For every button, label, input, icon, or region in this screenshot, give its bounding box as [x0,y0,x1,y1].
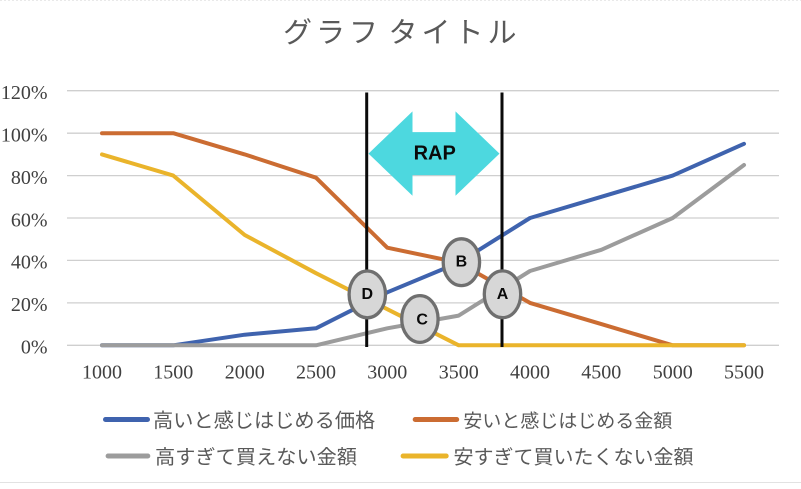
svg-text:3500: 3500 [439,362,479,384]
svg-text:2000: 2000 [225,362,265,384]
svg-text:5500: 5500 [724,362,764,384]
svg-text:1500: 1500 [153,362,193,384]
svg-text:1000: 1000 [82,362,122,384]
svg-text:60%: 60% [11,209,48,231]
svg-text:0%: 0% [21,337,48,359]
svg-text:3000: 3000 [367,362,407,384]
svg-text:5000: 5000 [653,362,693,384]
svg-text:B: B [456,254,468,271]
svg-text:4500: 4500 [581,362,621,384]
svg-text:20%: 20% [11,294,48,316]
svg-text:RAP: RAP [414,143,456,165]
svg-text:C: C [416,312,428,329]
svg-text:A: A [497,286,509,303]
svg-text:D: D [362,286,374,303]
svg-text:4000: 4000 [510,362,550,384]
svg-text:120%: 120% [1,82,48,104]
svg-text:40%: 40% [11,252,48,274]
svg-text:80%: 80% [11,167,48,189]
svg-text:100%: 100% [1,125,48,147]
svg-text:2500: 2500 [296,362,336,384]
